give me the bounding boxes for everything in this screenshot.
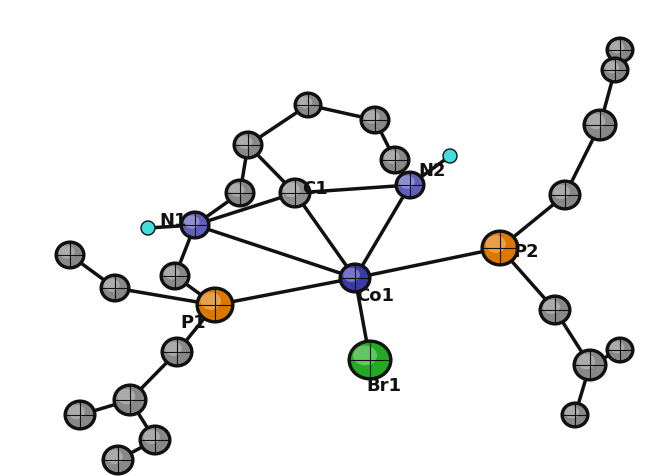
- Ellipse shape: [339, 264, 370, 292]
- Ellipse shape: [606, 337, 633, 363]
- Ellipse shape: [605, 61, 619, 73]
- Ellipse shape: [283, 183, 300, 197]
- Ellipse shape: [163, 339, 191, 365]
- Ellipse shape: [562, 403, 588, 427]
- Ellipse shape: [563, 404, 587, 426]
- Ellipse shape: [353, 346, 377, 366]
- Ellipse shape: [106, 450, 123, 464]
- Text: N2: N2: [418, 162, 446, 180]
- Text: N1: N1: [159, 212, 187, 230]
- Text: C1: C1: [302, 180, 328, 198]
- Ellipse shape: [64, 400, 95, 429]
- Ellipse shape: [382, 148, 408, 172]
- Ellipse shape: [606, 38, 633, 62]
- Ellipse shape: [182, 213, 208, 237]
- Text: Co1: Co1: [356, 287, 394, 305]
- Ellipse shape: [575, 351, 605, 379]
- Ellipse shape: [577, 354, 595, 369]
- Ellipse shape: [482, 230, 519, 266]
- Ellipse shape: [610, 341, 624, 353]
- Ellipse shape: [161, 262, 190, 289]
- Ellipse shape: [201, 292, 221, 310]
- Ellipse shape: [610, 41, 624, 53]
- Ellipse shape: [587, 114, 605, 129]
- Ellipse shape: [164, 267, 179, 279]
- Ellipse shape: [384, 150, 399, 164]
- Ellipse shape: [68, 405, 85, 419]
- Ellipse shape: [57, 243, 83, 267]
- Ellipse shape: [59, 246, 75, 258]
- Ellipse shape: [608, 39, 632, 61]
- Ellipse shape: [55, 241, 84, 268]
- Ellipse shape: [161, 337, 192, 367]
- Text: P1: P1: [180, 314, 206, 332]
- Ellipse shape: [550, 180, 580, 209]
- Ellipse shape: [198, 289, 232, 321]
- Ellipse shape: [102, 276, 128, 300]
- Ellipse shape: [229, 183, 244, 197]
- Ellipse shape: [139, 426, 170, 455]
- Ellipse shape: [565, 406, 579, 418]
- Ellipse shape: [117, 389, 135, 404]
- Ellipse shape: [143, 430, 160, 444]
- Ellipse shape: [341, 265, 369, 291]
- Ellipse shape: [103, 446, 134, 475]
- Ellipse shape: [541, 297, 569, 323]
- Ellipse shape: [296, 94, 320, 116]
- Ellipse shape: [165, 342, 182, 356]
- Ellipse shape: [162, 264, 188, 288]
- Ellipse shape: [551, 182, 579, 208]
- Ellipse shape: [141, 221, 155, 235]
- Ellipse shape: [141, 427, 169, 453]
- Ellipse shape: [603, 59, 627, 81]
- Ellipse shape: [295, 92, 321, 118]
- Ellipse shape: [573, 349, 606, 380]
- Ellipse shape: [395, 171, 424, 198]
- Ellipse shape: [237, 135, 253, 149]
- Ellipse shape: [181, 211, 210, 238]
- Ellipse shape: [486, 235, 506, 253]
- Ellipse shape: [361, 107, 390, 133]
- Ellipse shape: [483, 232, 517, 264]
- Ellipse shape: [233, 131, 263, 159]
- Ellipse shape: [348, 340, 392, 379]
- Ellipse shape: [397, 173, 423, 197]
- Ellipse shape: [543, 299, 560, 314]
- Text: P2: P2: [513, 243, 539, 261]
- Ellipse shape: [350, 342, 390, 378]
- Ellipse shape: [608, 339, 632, 361]
- Ellipse shape: [364, 110, 379, 124]
- Ellipse shape: [235, 133, 261, 157]
- Ellipse shape: [197, 288, 233, 323]
- Ellipse shape: [343, 268, 360, 282]
- Ellipse shape: [381, 147, 410, 173]
- Ellipse shape: [362, 108, 388, 132]
- Ellipse shape: [553, 185, 570, 199]
- Ellipse shape: [104, 278, 119, 292]
- Ellipse shape: [298, 96, 312, 109]
- Ellipse shape: [115, 386, 145, 414]
- Ellipse shape: [602, 58, 628, 82]
- Ellipse shape: [114, 385, 146, 416]
- Ellipse shape: [101, 275, 130, 301]
- Ellipse shape: [281, 180, 309, 206]
- Ellipse shape: [227, 181, 253, 205]
- Ellipse shape: [66, 402, 94, 428]
- Ellipse shape: [584, 109, 617, 140]
- Text: Br1: Br1: [366, 377, 401, 395]
- Ellipse shape: [399, 175, 415, 188]
- Ellipse shape: [226, 179, 255, 207]
- Ellipse shape: [585, 111, 615, 139]
- Ellipse shape: [443, 149, 457, 163]
- Ellipse shape: [104, 447, 132, 473]
- Ellipse shape: [184, 216, 199, 228]
- Ellipse shape: [539, 296, 570, 325]
- Ellipse shape: [279, 178, 310, 208]
